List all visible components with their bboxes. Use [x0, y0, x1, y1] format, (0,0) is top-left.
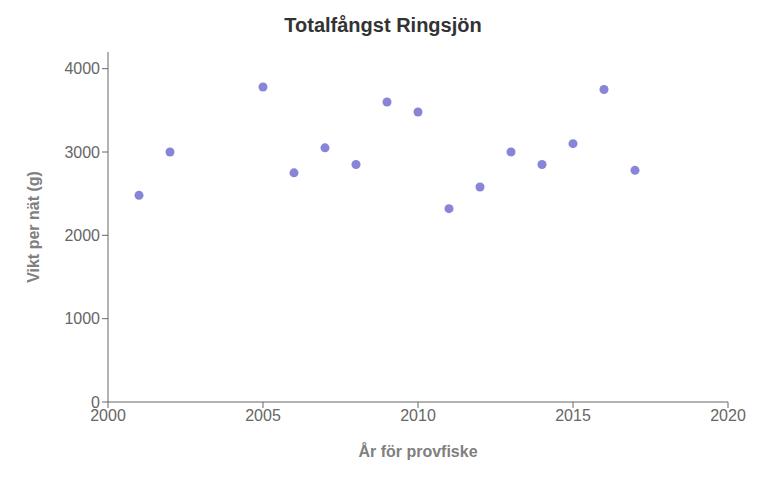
svg-text:Vikt per nät (g): Vikt per nät (g): [25, 171, 42, 283]
svg-text:4000: 4000: [64, 60, 100, 77]
svg-text:2000: 2000: [64, 227, 100, 244]
svg-text:3000: 3000: [64, 144, 100, 161]
html-text:Totalfångst Ringsjön: Totalfångst Ringsjön: [284, 14, 482, 36]
svg-text:2005: 2005: [245, 407, 281, 424]
svg-text:2010: 2010: [400, 407, 436, 424]
svg-text:2000: 2000: [90, 407, 126, 425]
svg-text:2015: 2015: [555, 407, 591, 424]
svg-text:0: 0: [91, 394, 100, 411]
svg-text:År för provfiske: År för provfiske: [358, 442, 477, 460]
svg-text:1000: 1000: [64, 310, 100, 327]
svg-text:2020: 2020: [710, 407, 746, 424]
